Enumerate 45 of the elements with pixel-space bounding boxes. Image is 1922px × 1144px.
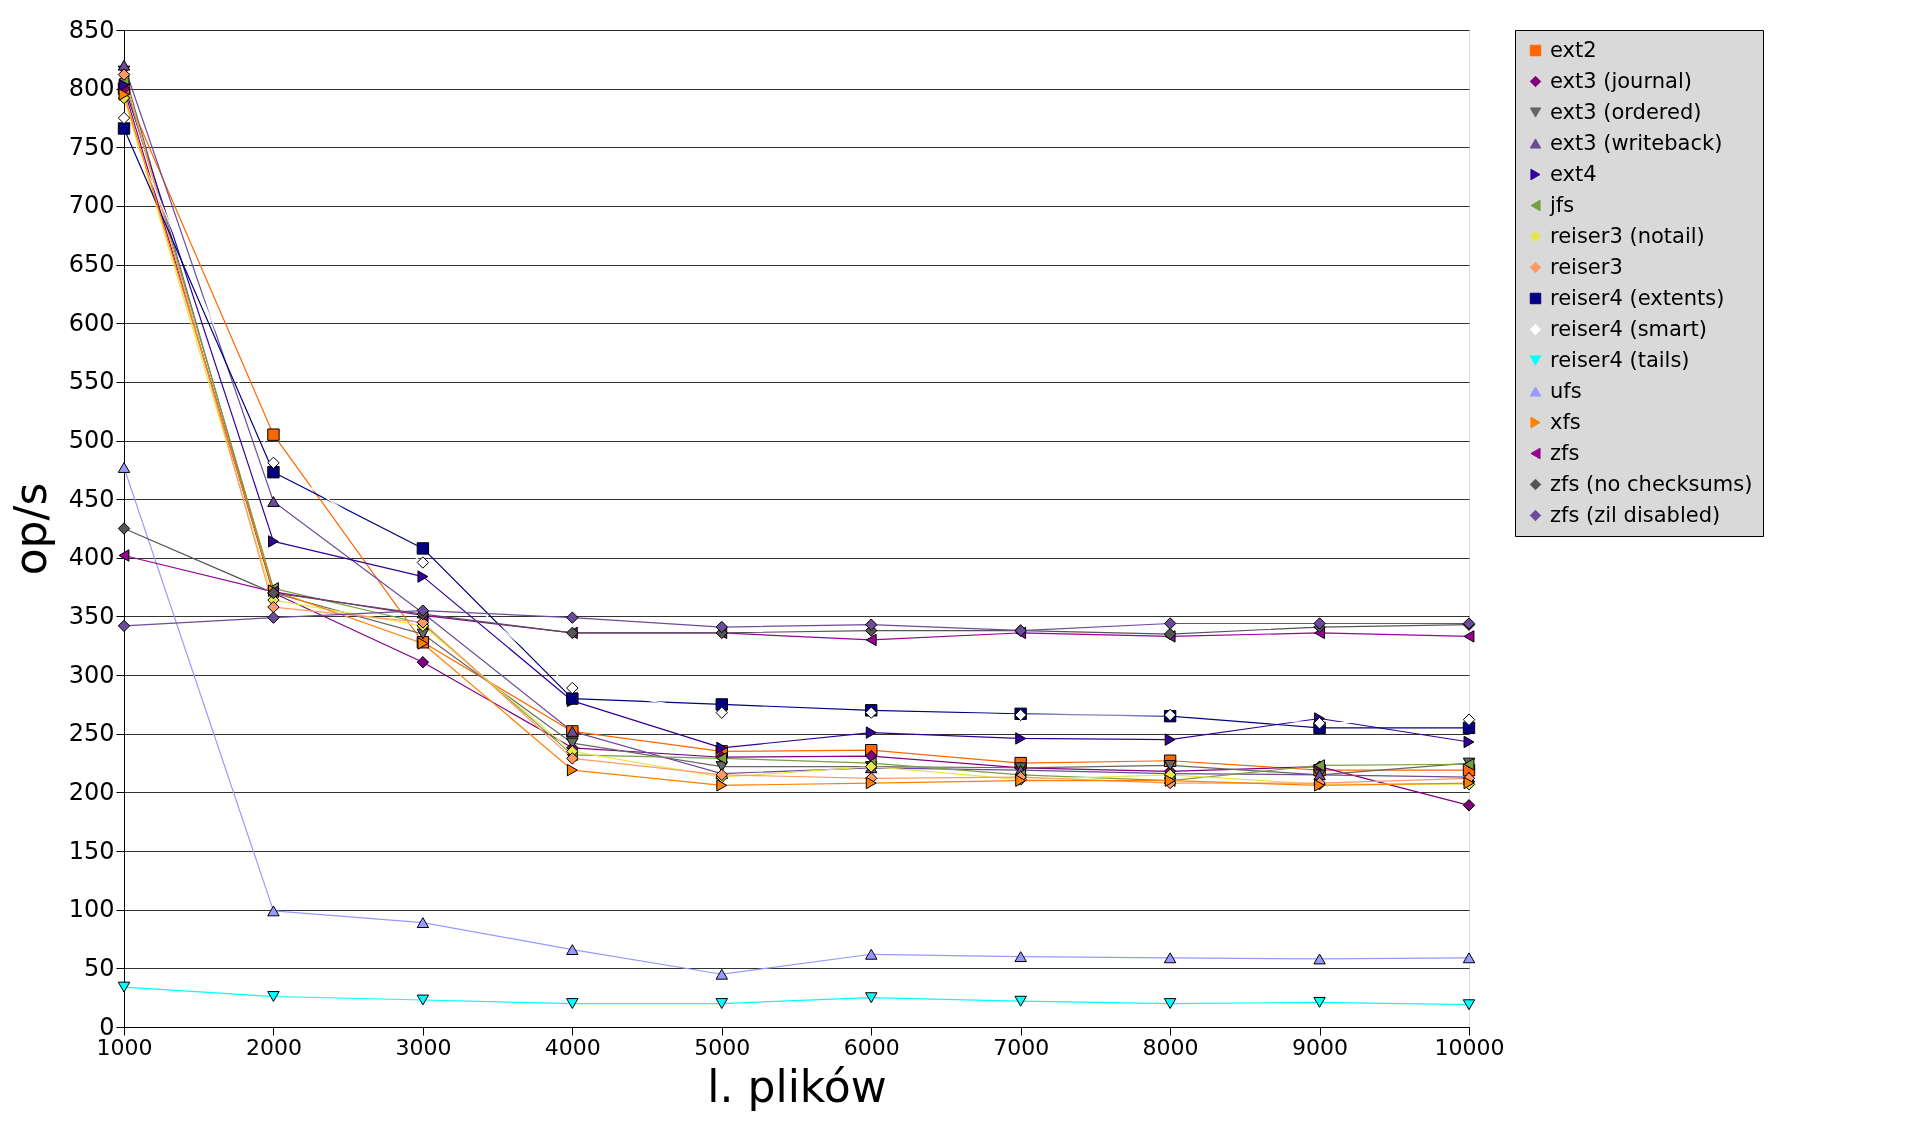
y-tick-label: 350 (68, 601, 115, 630)
x-tick-label: 2000 (245, 1034, 302, 1060)
legend-label: reiser4 (extents) (1550, 285, 1725, 310)
legend-label: ext2 (1550, 37, 1597, 62)
y-tick-label: 50 (83, 953, 115, 982)
legend-label: ext3 (journal) (1550, 68, 1692, 93)
x-tick-label: 1000 (96, 1034, 153, 1060)
y-tick-label: 550 (68, 367, 115, 396)
legend-label: reiser4 (smart) (1550, 316, 1707, 341)
legend-label: xfs (1550, 409, 1581, 434)
x-tick-label: 3000 (395, 1034, 452, 1060)
y-tick-label: 200 (68, 777, 115, 806)
legend-label: reiser4 (tails) (1550, 347, 1690, 372)
legend-label: ext3 (ordered) (1550, 99, 1702, 124)
y-tick-label: 300 (68, 660, 115, 689)
y-tick-label: 100 (68, 895, 115, 924)
y-tick-label: 150 (68, 836, 115, 865)
y-tick-label: 700 (68, 191, 115, 220)
y-tick-label: 400 (68, 543, 115, 572)
y-axis-title: op/s (4, 482, 56, 576)
y-tick-label: 750 (68, 132, 115, 161)
x-tick-label: 4000 (544, 1034, 601, 1060)
legend-label: jfs (1549, 192, 1575, 217)
y-tick-label: 600 (68, 308, 115, 337)
x-tick-label: 7000 (993, 1034, 1050, 1060)
legend-label: zfs (zil disabled) (1550, 502, 1721, 527)
y-tick-label: 850 (68, 15, 115, 44)
legend-label: ext3 (writeback) (1550, 130, 1723, 155)
legend-label: reiser3 (notail) (1550, 223, 1705, 248)
y-tick-label: 650 (68, 250, 115, 279)
x-axis-title: l. plików (707, 1060, 887, 1112)
x-tick-label: 10000 (1434, 1034, 1505, 1060)
legend-label: ufs (1550, 378, 1582, 403)
legend-label: zfs (1550, 440, 1580, 465)
x-tick-label: 6000 (843, 1034, 900, 1060)
y-tick-label: 500 (68, 426, 115, 455)
x-tick-label: 8000 (1142, 1034, 1199, 1060)
x-tick-label: 5000 (694, 1034, 751, 1060)
y-tick-label: 450 (68, 484, 115, 513)
x-tick-label: 9000 (1292, 1034, 1349, 1060)
legend-label: reiser3 (1550, 254, 1623, 279)
y-tick-label: 250 (68, 719, 115, 748)
legend-label: zfs (no checksums) (1550, 471, 1753, 496)
legend-label: ext4 (1550, 161, 1597, 186)
y-tick-label: 800 (68, 74, 115, 103)
